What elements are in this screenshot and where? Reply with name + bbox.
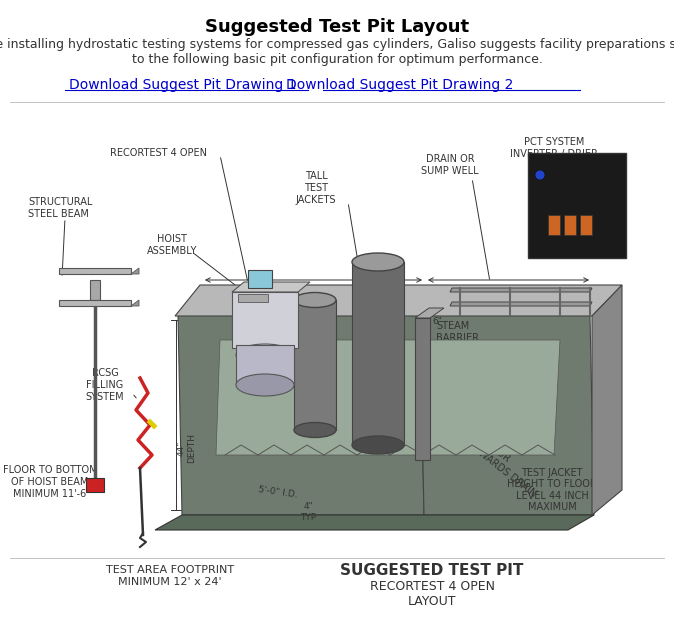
Text: Before installing hydrostatic testing systems for compressed gas cylinders, Gali: Before installing hydrostatic testing sy… [0,38,674,66]
Text: TALL
TEST
JACKETS: TALL TEST JACKETS [296,171,336,205]
Text: Download Suggest Pit Drawing 1: Download Suggest Pit Drawing 1 [69,78,297,92]
Ellipse shape [294,423,336,438]
Bar [564,215,576,235]
Bar [548,215,560,235]
Text: SUGGESTED TEST PIT: SUGGESTED TEST PIT [340,563,524,578]
Text: SLOPE PIT FLOOR
1 INCH / 10 FEET TOWARDS DRAIN: SLOPE PIT FLOOR 1 INCH / 10 FEET TOWARDS… [398,378,545,499]
Text: 4"
TYP: 4" TYP [300,502,316,522]
Text: Suggested Test Pit Layout: Suggested Test Pit Layout [205,18,469,36]
Text: RECORTEST 4 OPEN: RECORTEST 4 OPEN [110,148,207,158]
Bar [59,300,131,306]
Text: DRAIN OR
SUMP WELL: DRAIN OR SUMP WELL [421,154,479,176]
Polygon shape [294,300,336,430]
Text: TEST JACKET
HEIGHT TO FLOOR
LEVEL 44 INCH
MAXIMUM: TEST JACKET HEIGHT TO FLOOR LEVEL 44 INC… [507,467,597,513]
Text: TEST AREA FOOTPRINT
MINIMUM 12' x 24': TEST AREA FOOTPRINT MINIMUM 12' x 24' [106,565,234,587]
Polygon shape [420,315,594,515]
Text: HOIST
ASSEMBLY: HOIST ASSEMBLY [147,234,197,256]
Polygon shape [415,308,444,318]
Bar [238,294,268,302]
Circle shape [535,170,545,180]
Polygon shape [216,340,560,455]
Bar [248,270,272,288]
Text: STRUCTURAL
STEEL BEAM: STRUCTURAL STEEL BEAM [28,197,92,219]
Ellipse shape [294,293,336,308]
Polygon shape [415,318,430,460]
Bar [86,478,104,492]
Text: Download Suggest Pit Drawing 2: Download Suggest Pit Drawing 2 [286,78,514,92]
Polygon shape [352,262,404,445]
Polygon shape [131,300,139,306]
Text: 14'-0" I.D.: 14'-0" I.D. [515,350,561,366]
Polygon shape [131,268,139,274]
Bar [59,268,131,274]
Ellipse shape [352,253,404,271]
Polygon shape [450,288,592,292]
Text: RECORTEST 4 OPEN
LAYOUT: RECORTEST 4 OPEN LAYOUT [369,580,495,608]
Polygon shape [175,285,622,316]
Text: STEAM
BARRIER
WALL: STEAM BARRIER WALL [436,321,479,355]
Polygon shape [236,345,294,385]
Polygon shape [178,315,424,515]
Polygon shape [155,515,594,530]
Ellipse shape [352,436,404,454]
Bar [528,153,626,258]
Ellipse shape [236,344,294,366]
Text: PCT SYSTEM
INVERTER / DRIER: PCT SYSTEM INVERTER / DRIER [510,137,598,159]
Text: RCSG
FILLING
SYSTEM: RCSG FILLING SYSTEM [86,368,124,402]
Bar [90,280,100,300]
Polygon shape [232,282,310,292]
Text: FLOOR TO BOTTOM
OF HOIST BEAM
MINIMUM 11'-6: FLOOR TO BOTTOM OF HOIST BEAM MINIMUM 11… [3,465,97,498]
Text: 44"
DEPTH: 44" DEPTH [177,433,195,463]
Bar [232,292,298,348]
Text: 5'-0" I.D.: 5'-0" I.D. [258,485,298,499]
Bar [580,215,592,235]
Text: 6": 6" [432,318,442,326]
Polygon shape [592,285,622,515]
Polygon shape [450,302,592,306]
Ellipse shape [236,374,294,396]
